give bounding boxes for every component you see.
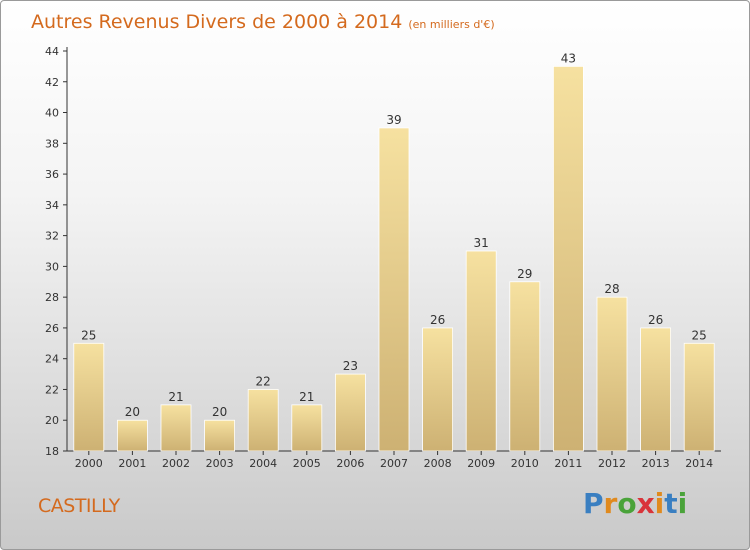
data-label: 25 (692, 328, 707, 342)
bar (117, 419, 148, 452)
bar (247, 389, 279, 452)
bar (73, 342, 105, 452)
data-label: 28 (604, 282, 619, 296)
x-tick-label: 2010 (511, 457, 539, 470)
x-tick-label: 2013 (642, 457, 670, 470)
y-tick-label: 36 (45, 168, 59, 181)
y-tick-label: 22 (45, 383, 59, 396)
x-tick-label: 2005 (293, 457, 321, 470)
x-tick-label: 2009 (467, 457, 495, 470)
bar (291, 404, 323, 452)
x-tick-label: 2011 (554, 457, 582, 470)
data-label: 21 (299, 390, 314, 404)
town-name: CASTILLY (38, 495, 120, 517)
x-tick-label: 2007 (380, 457, 408, 470)
data-label: 29 (517, 267, 532, 281)
data-label: 39 (386, 113, 401, 127)
x-tick-label: 2014 (685, 457, 713, 470)
data-label: 21 (168, 390, 183, 404)
y-tick-label: 32 (45, 230, 59, 243)
y-tick-label: 28 (45, 291, 59, 304)
chart-unit: (en milliers d'€) (408, 18, 495, 31)
data-label: 22 (256, 374, 271, 388)
x-tick-label: 2000 (75, 457, 103, 470)
data-label: 20 (212, 405, 227, 419)
data-label: 43 (561, 51, 576, 65)
bar (334, 373, 366, 452)
bar (683, 342, 715, 452)
x-tick-label: 2008 (424, 457, 452, 470)
logo-letter: i (654, 487, 665, 520)
x-tick-label: 2012 (598, 457, 626, 470)
data-label: 20 (125, 405, 140, 419)
bar (553, 65, 584, 452)
data-label: 25 (81, 328, 96, 342)
bar (465, 250, 497, 452)
logo-letter: x (636, 487, 655, 520)
bar (160, 404, 192, 452)
logo-letter: P (583, 487, 604, 520)
y-tick-label: 24 (45, 353, 59, 366)
data-label: 26 (648, 313, 663, 327)
x-tick-label: 2002 (162, 457, 190, 470)
x-tick-label: 2001 (118, 457, 146, 470)
logo-letter: o (617, 487, 637, 520)
x-tick-label: 2003 (206, 457, 234, 470)
chart-title: Autres Revenus Divers de 2000 à 2014 (en … (31, 11, 495, 33)
bar (422, 327, 454, 452)
bar (378, 127, 410, 452)
y-tick-label: 38 (45, 137, 59, 150)
bar (204, 419, 236, 452)
bar (596, 296, 628, 452)
data-label: 31 (474, 236, 489, 250)
data-label: 26 (430, 313, 445, 327)
y-tick-label: 20 (45, 414, 59, 427)
y-tick-label: 44 (45, 45, 59, 58)
y-tick-label: 40 (45, 107, 59, 120)
y-tick-label: 30 (45, 260, 59, 273)
y-tick-label: 34 (45, 199, 59, 212)
logo-letter: t (664, 487, 678, 520)
bar (509, 281, 541, 452)
logo-letter: r (603, 487, 618, 520)
y-tick-label: 18 (45, 445, 59, 458)
x-tick-label: 2006 (336, 457, 364, 470)
x-tick-label: 2004 (249, 457, 277, 470)
data-label: 23 (343, 359, 358, 373)
bar (640, 327, 671, 452)
chart-title-text: Autres Revenus Divers de 2000 à 2014 (31, 11, 403, 33)
y-tick-label: 42 (45, 76, 59, 89)
y-tick-label: 26 (45, 322, 59, 335)
logo-letter: i (677, 487, 688, 520)
proxiti-logo: Proxiti (583, 487, 687, 520)
